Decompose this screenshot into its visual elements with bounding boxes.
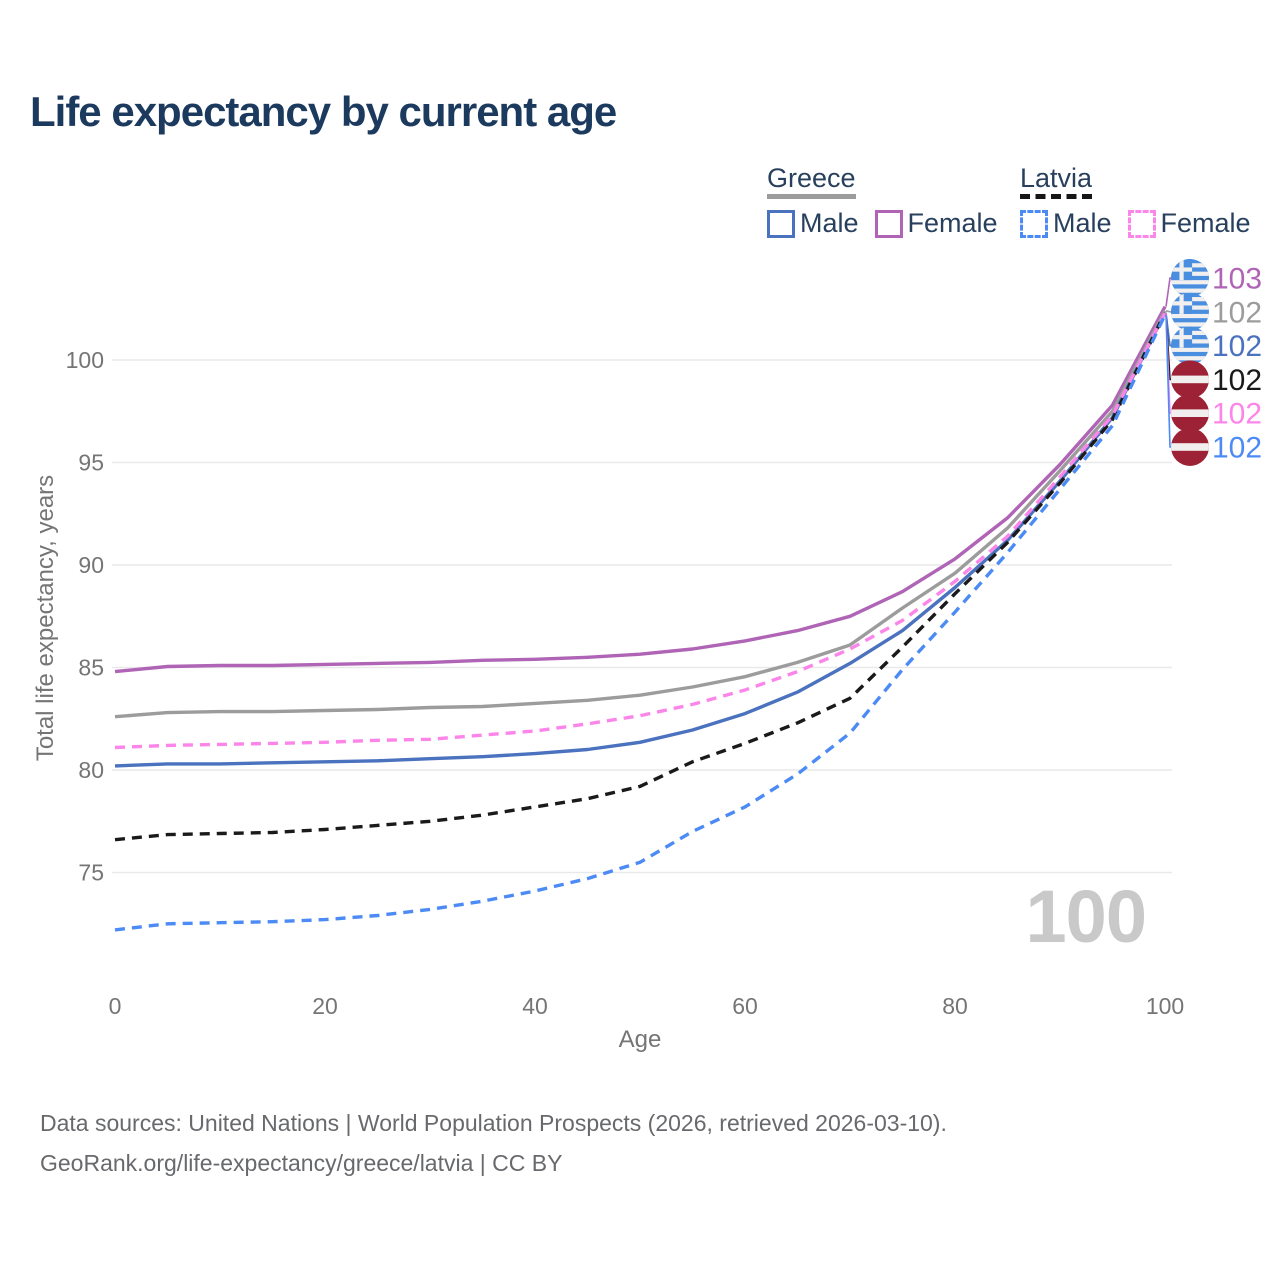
x-tick-label-0: 0 (109, 993, 122, 1019)
axis-tick-labels: 75 80 85 90 95 100 0 20 40 60 80 100 (66, 347, 1185, 1019)
y-tick-label-95: 95 (78, 450, 104, 476)
legend-item-greece-female[interactable]: Female (874, 208, 998, 239)
page-title: Life expectancy by current age (30, 88, 617, 135)
legend-item-label: Male (800, 208, 859, 239)
legend-row-greece: Male Female (767, 208, 1014, 239)
data-sources-line: Data sources: United Nations | World Pop… (40, 1110, 947, 1136)
y-tick-label-100: 100 (66, 347, 104, 373)
series-line-greece-total[interactable] (114, 310, 1167, 719)
y-tick-label-85: 85 (78, 655, 104, 681)
y-tick-label-75: 75 (78, 860, 104, 886)
greece-flag-icon (1171, 293, 1209, 331)
legend-item-latvia-female[interactable]: Female (1127, 208, 1251, 239)
series-lines (114, 305, 1167, 932)
end-label-value: 102 (1212, 432, 1262, 465)
x-axis-title: Age (618, 1026, 662, 1053)
legend-row-latvia: Male Female (1020, 208, 1267, 239)
series-line-latvia-total[interactable] (114, 312, 1167, 842)
end-label-greece-male-male: 102 (1165, 312, 1262, 365)
legend-group-greece: Greece Male Female (767, 163, 1014, 239)
greece-female-swatch-icon (874, 209, 903, 238)
y-tick-label-90: 90 (78, 552, 104, 578)
source-url-line: GeoRank.org/life-expectancy/greece/latvi… (40, 1150, 563, 1176)
age-frame-watermark: 100 (1025, 875, 1147, 958)
end-label-value: 102 (1212, 398, 1262, 431)
footer-attribution: Data sources: United Nations | World Pop… (40, 1103, 947, 1183)
series-line-latvia-male-male[interactable] (114, 314, 1167, 932)
legend-item-latvia-male[interactable]: Male (1020, 208, 1112, 239)
x-tick-label-80: 80 (942, 993, 968, 1019)
x-tick-label-60: 60 (732, 993, 758, 1019)
latvia-male-swatch-icon (1020, 209, 1048, 238)
latvia-flag-icon (1171, 428, 1209, 466)
greece-flag-icon (1171, 259, 1209, 297)
end-label-greece-female-female: 103 (1165, 259, 1262, 307)
latvia-female-swatch-icon (1127, 209, 1156, 238)
y-tick-label-80: 80 (78, 757, 104, 783)
end-label-value: 102 (1212, 364, 1262, 397)
legend-header-latvia[interactable]: Latvia (1020, 164, 1093, 200)
x-tick-label-40: 40 (522, 993, 548, 1019)
y-axis-title: Total life expectancy, years (32, 474, 59, 762)
latvia-flag-icon (1171, 394, 1209, 432)
x-tick-label-20: 20 (312, 993, 338, 1019)
legend-item-greece-male[interactable]: Male (767, 208, 859, 239)
end-label-latvia-total: 102 (1165, 312, 1262, 399)
legend-item-label: Female (1160, 208, 1251, 239)
gridlines (112, 359, 1172, 874)
end-label-greece-total: 102 (1165, 293, 1262, 331)
latvia-flag-icon (1171, 360, 1209, 398)
series-line-latvia-female-female[interactable] (114, 312, 1167, 750)
series-line-greece-female-female[interactable] (114, 305, 1167, 674)
series-line-greece-male-male[interactable] (114, 312, 1167, 768)
end-label-latvia-male-male: 102 (1165, 314, 1262, 466)
end-label-value: 102 (1212, 330, 1262, 363)
greece-flag-icon (1171, 327, 1209, 365)
legend-header-greece[interactable]: Greece (767, 164, 856, 200)
greece-male-swatch-icon (767, 209, 795, 238)
end-label-value: 103 (1212, 263, 1262, 296)
end-label-value: 102 (1212, 296, 1262, 329)
legend-group-latvia: Latvia Male Female (1020, 163, 1267, 239)
legend-item-label: Female (907, 208, 998, 239)
legend-item-label: Male (1053, 208, 1112, 239)
x-tick-label-100: 100 (1146, 993, 1184, 1019)
